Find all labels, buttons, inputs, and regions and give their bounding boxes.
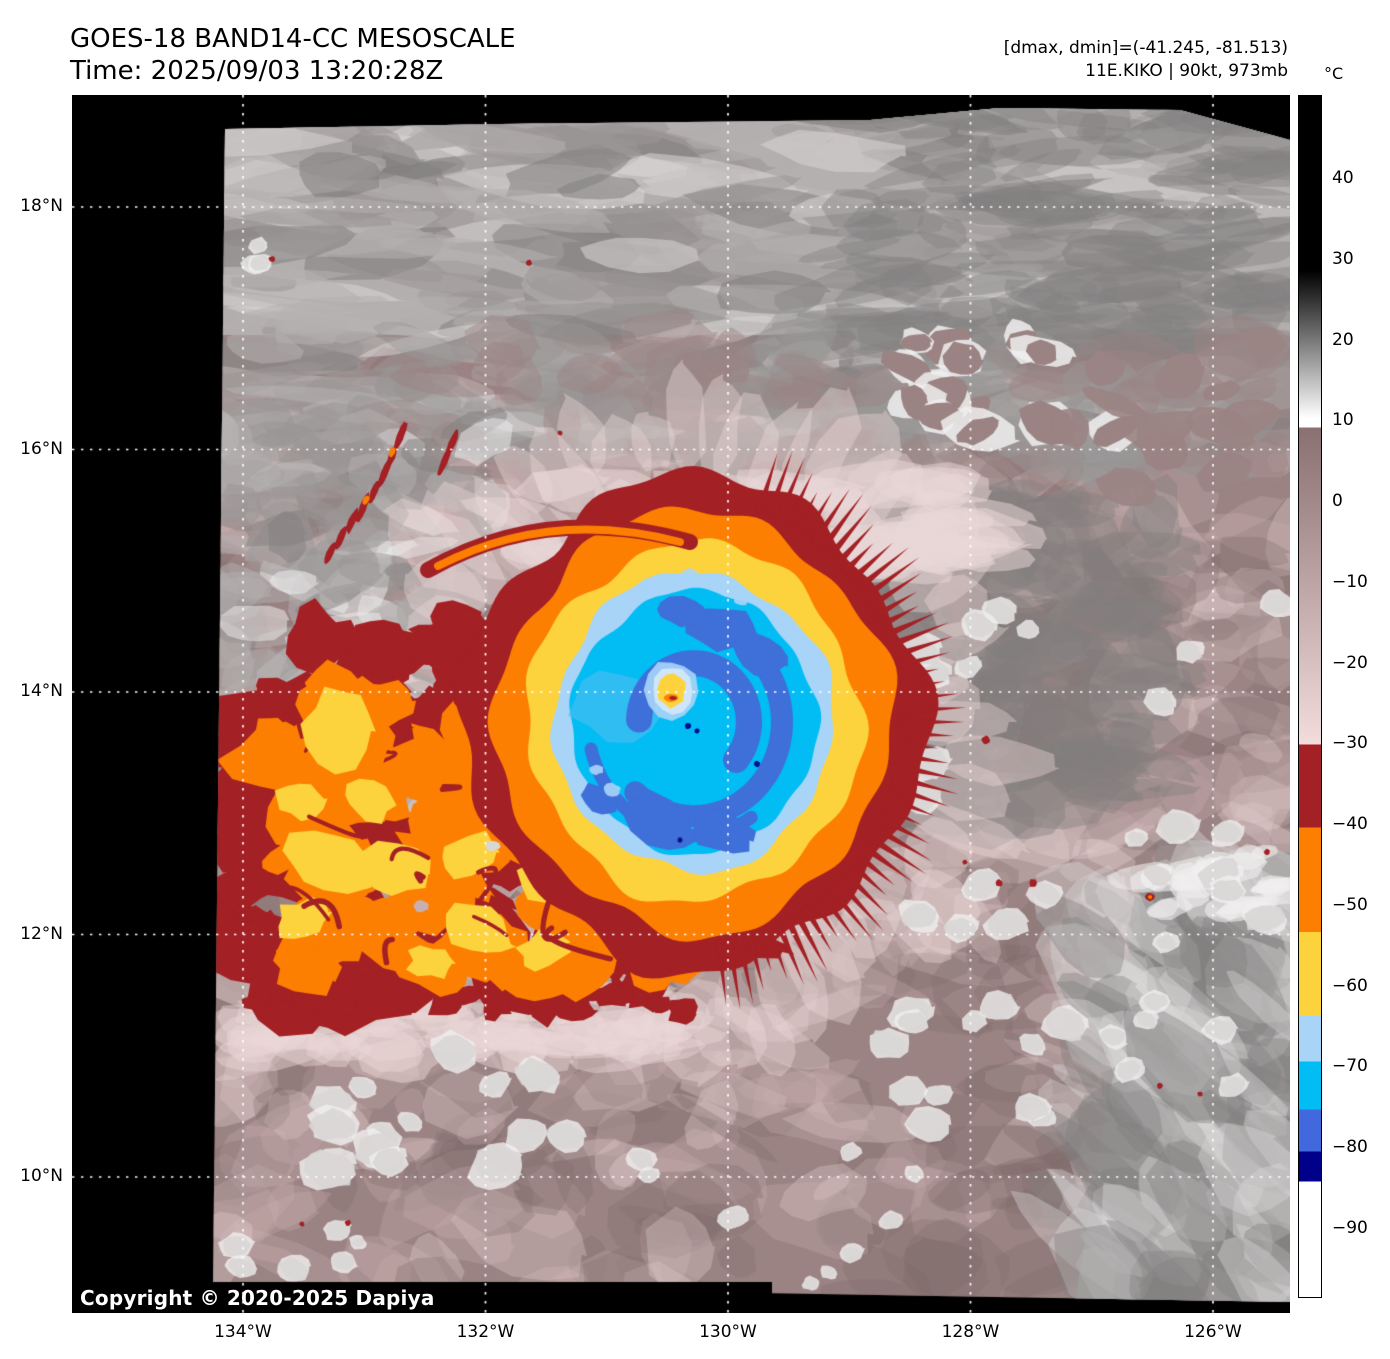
colorbar-tick-label: 20 [1332,329,1354,350]
lat-axis-label: 16°N [20,438,63,459]
lon-axis-label: 128°W [941,1322,1000,1342]
satellite-image-canvas [72,95,1290,1313]
colorbar-tick-label: −30 [1332,733,1368,754]
colorbar-tick-label: −60 [1332,975,1368,996]
colorbar-tick-label: −80 [1332,1137,1368,1158]
colorbar-tick-label: 30 [1332,248,1354,269]
temperature-units-label: °C [1324,64,1344,83]
lon-axis-label: 130°W [699,1322,757,1342]
colorbar-tick-label: −40 [1332,814,1368,835]
colorbar-tick-label: −70 [1332,1056,1368,1077]
colorbar-tick-label: −50 [1332,894,1368,915]
colorbar-tick-label: 10 [1332,410,1354,431]
lat-axis-label: 12°N [20,923,63,944]
colorbar-tick-label: 0 [1332,491,1343,512]
lat-axis-label: 14°N [20,681,63,701]
copyright-label: Copyright © 2020-2025 Dapiya [80,1286,435,1310]
plot-title: GOES-18 BAND14-CC MESOSCALE [70,24,516,54]
colorbar-tick-label: −20 [1332,652,1368,673]
colorbar-tick-label: −10 [1332,571,1368,592]
dmax-dmin-label: [dmax, dmin]=(-41.245, -81.513) [1003,38,1288,58]
colorbar-tick-label: 40 [1332,168,1354,189]
storm-info-label: 11E.KIKO | 90kt, 973mb [1085,61,1288,81]
lon-axis-label: 132°W [456,1322,515,1342]
lon-axis-label: 134°W [214,1322,272,1342]
lat-axis-label: 10°N [20,1166,63,1186]
lon-axis-label: 126°W [1184,1322,1242,1342]
lat-axis-label: 18°N [20,196,63,216]
colorbar-gradient [1298,95,1322,1298]
plot-time-label: Time: 2025/09/03 13:20:28Z [70,56,444,86]
colorbar-tick-label: −90 [1332,1217,1368,1238]
